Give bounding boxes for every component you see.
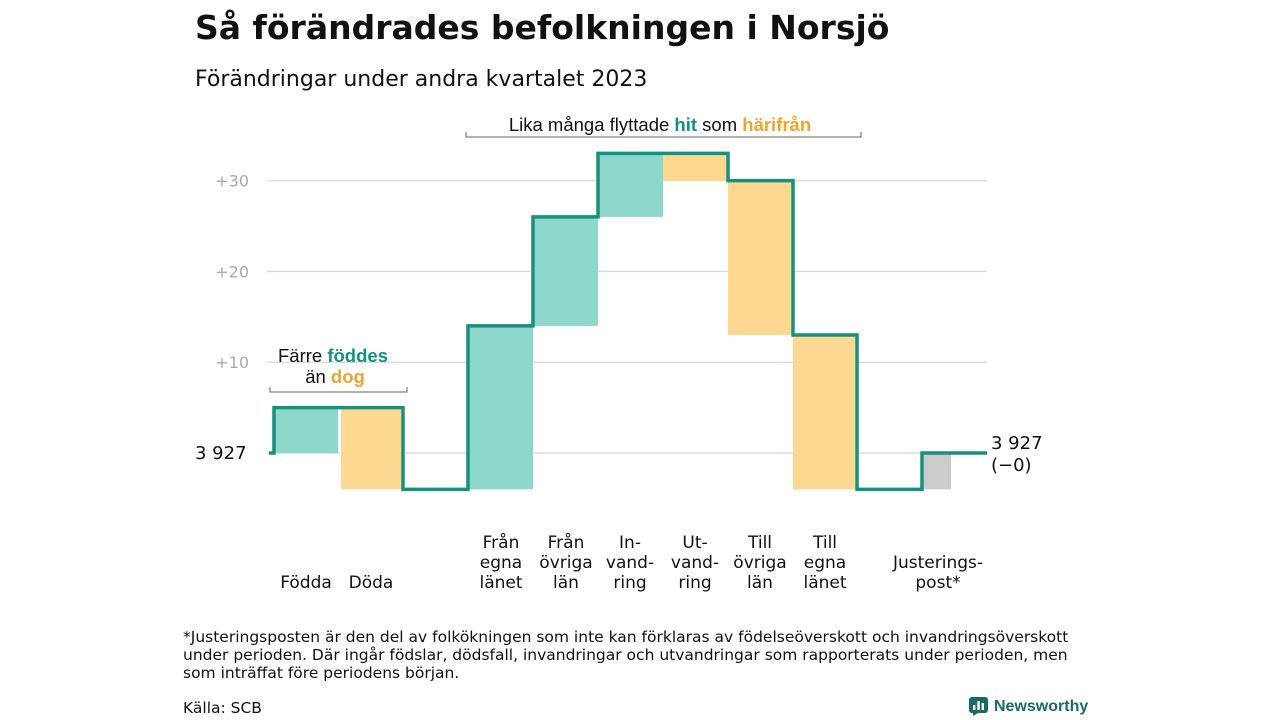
births-bracket bbox=[269, 387, 408, 393]
bar-out bbox=[793, 334, 857, 490]
category-label: vand- bbox=[606, 553, 654, 573]
category-label: länet bbox=[479, 573, 522, 593]
migration-annotation: Lika många flyttade hit som härifrån bbox=[509, 114, 811, 135]
category-label: Ut- bbox=[682, 533, 707, 553]
category-label: länet bbox=[803, 573, 846, 593]
bar-in bbox=[274, 407, 338, 453]
newsworthy-logo: Newsworthy bbox=[969, 697, 1088, 716]
category-label: Döda bbox=[349, 573, 394, 593]
bar-out bbox=[341, 407, 403, 490]
y-tick-label: +10 bbox=[215, 353, 249, 372]
brand-name: Newsworthy bbox=[994, 697, 1089, 715]
bar-in bbox=[598, 153, 663, 217]
bar-adjust bbox=[922, 453, 951, 490]
category-label: övriga bbox=[539, 553, 592, 573]
category-label: Till bbox=[747, 533, 772, 553]
births-annotation-line1: Färre föddes bbox=[278, 345, 388, 366]
y-tick-label: +30 bbox=[215, 172, 249, 191]
category-label: ring bbox=[613, 573, 646, 593]
bar-chart-icon bbox=[969, 697, 988, 716]
category-label: post* bbox=[915, 573, 960, 593]
births-annotation-line2: än dog bbox=[305, 366, 365, 387]
bar-out bbox=[663, 153, 728, 181]
end-value-label: (−0) bbox=[991, 455, 1032, 476]
category-label: In- bbox=[619, 533, 641, 553]
category-label: Till bbox=[812, 533, 837, 553]
category-label: Från bbox=[483, 532, 520, 553]
category-label: övriga bbox=[733, 553, 786, 573]
migration-bracket bbox=[465, 132, 862, 138]
category-label: ring bbox=[678, 573, 711, 593]
category-label: län bbox=[553, 573, 579, 593]
end-value-label: 3 927 bbox=[991, 433, 1043, 454]
bar-out bbox=[728, 180, 793, 335]
category-label: vand- bbox=[671, 553, 719, 573]
category-label: Från bbox=[548, 532, 585, 553]
chart-title: Så förändrades befolkningen i Norsjö bbox=[195, 8, 890, 47]
category-label: län bbox=[747, 573, 773, 593]
bar-in bbox=[468, 325, 533, 490]
start-value-label: 3 927 bbox=[195, 443, 247, 464]
source-label: Källa: SCB bbox=[183, 699, 262, 717]
cumulative-step-line bbox=[269, 151, 987, 492]
category-label: egna bbox=[480, 553, 522, 573]
category-label: Födda bbox=[280, 573, 332, 593]
category-label: egna bbox=[804, 553, 846, 573]
chart-subtitle: Förändringar under andra kvartalet 2023 bbox=[195, 67, 648, 92]
bar-in bbox=[533, 216, 598, 326]
category-label: Justerings- bbox=[892, 553, 983, 573]
footnote: *Justeringsposten är den del av folkökni… bbox=[183, 628, 1069, 682]
y-tick-label: +20 bbox=[215, 262, 249, 281]
